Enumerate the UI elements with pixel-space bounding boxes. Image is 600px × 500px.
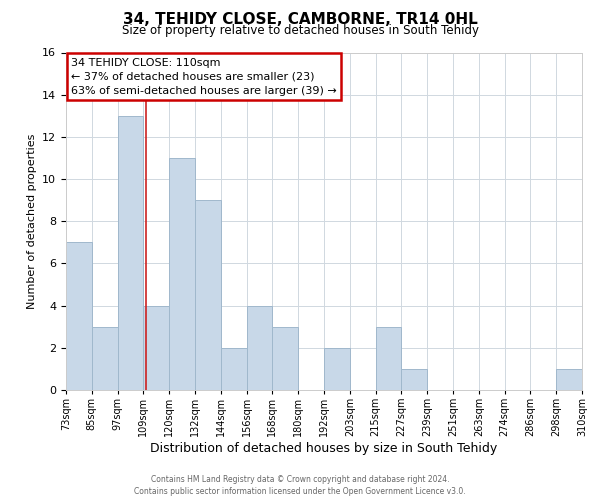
Bar bbox=[556, 369, 582, 390]
Bar bbox=[169, 158, 195, 390]
Bar bbox=[401, 369, 427, 390]
Bar bbox=[376, 326, 401, 390]
Text: 34, TEHIDY CLOSE, CAMBORNE, TR14 0HL: 34, TEHIDY CLOSE, CAMBORNE, TR14 0HL bbox=[122, 12, 478, 28]
Bar bbox=[324, 348, 350, 390]
Text: 34 TEHIDY CLOSE: 110sqm
← 37% of detached houses are smaller (23)
63% of semi-de: 34 TEHIDY CLOSE: 110sqm ← 37% of detache… bbox=[71, 58, 337, 96]
Text: Size of property relative to detached houses in South Tehidy: Size of property relative to detached ho… bbox=[121, 24, 479, 37]
Bar bbox=[247, 306, 272, 390]
Bar bbox=[143, 306, 169, 390]
Bar bbox=[221, 348, 247, 390]
Bar bbox=[92, 326, 118, 390]
Bar bbox=[272, 326, 298, 390]
X-axis label: Distribution of detached houses by size in South Tehidy: Distribution of detached houses by size … bbox=[151, 442, 497, 455]
Y-axis label: Number of detached properties: Number of detached properties bbox=[26, 134, 37, 309]
Bar bbox=[118, 116, 143, 390]
Bar bbox=[66, 242, 92, 390]
Bar bbox=[195, 200, 221, 390]
Text: Contains HM Land Registry data © Crown copyright and database right 2024.
Contai: Contains HM Land Registry data © Crown c… bbox=[134, 474, 466, 496]
